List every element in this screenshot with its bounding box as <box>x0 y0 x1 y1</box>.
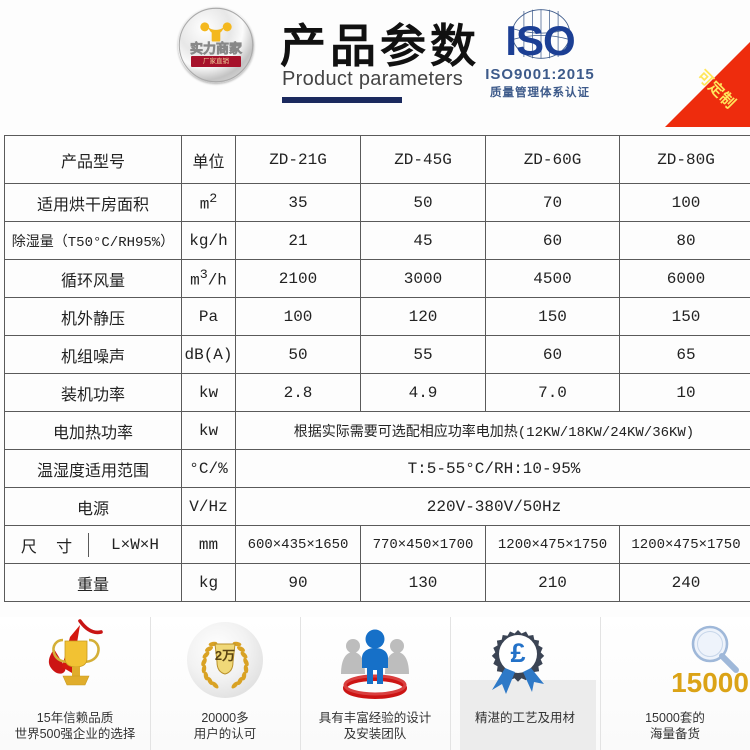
svg-text:2万: 2万 <box>215 648 235 663</box>
svg-text:£: £ <box>510 638 525 668</box>
